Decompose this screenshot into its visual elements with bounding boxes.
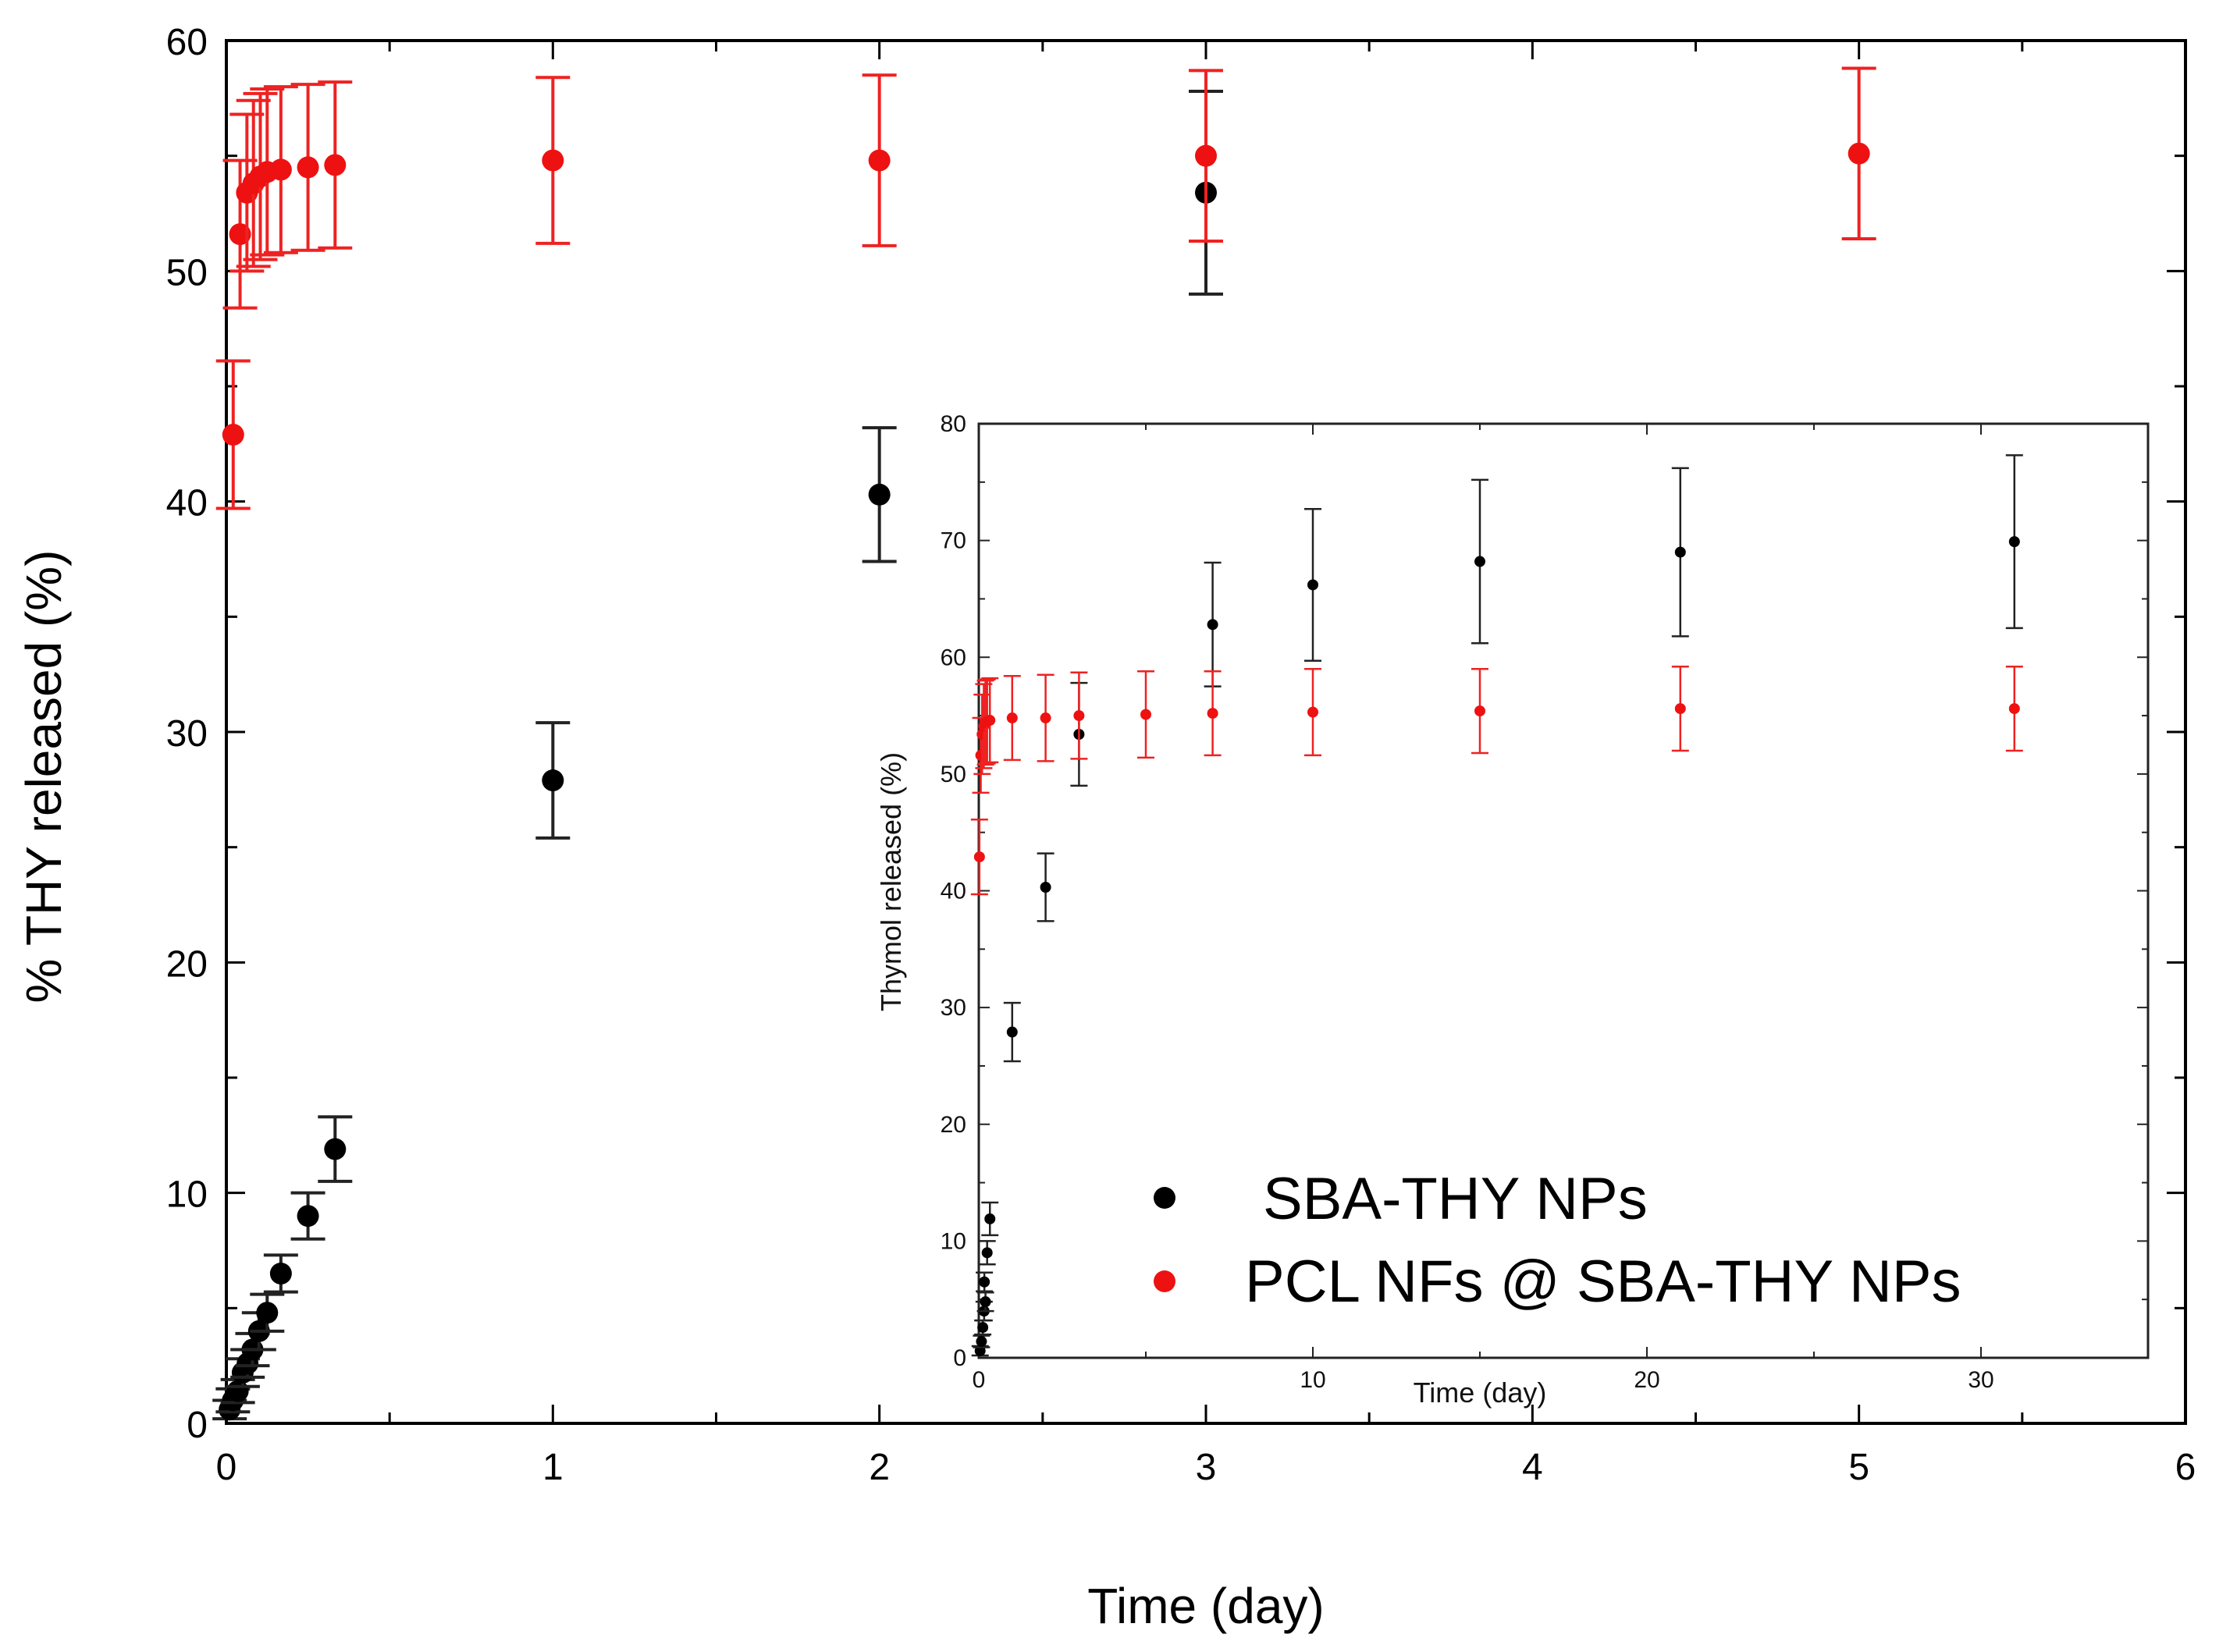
inset-data-point — [1040, 712, 1051, 724]
inset-xtick-label: 20 — [1634, 1367, 1659, 1393]
inset-data-point — [1006, 1026, 1018, 1038]
main-data-point — [868, 149, 891, 172]
legend-marker-sba — [1154, 1187, 1175, 1209]
inset-ytick-label: 20 — [941, 1112, 966, 1138]
inset-xtick-label: 10 — [1300, 1367, 1325, 1393]
main-xtick-label: 0 — [216, 1447, 237, 1488]
inset-data-point — [984, 1213, 996, 1224]
main-xtick-label: 4 — [1522, 1447, 1543, 1488]
main-xtick-label: 5 — [1848, 1447, 1869, 1488]
inset-data-point — [1674, 546, 1686, 558]
main-data-point — [226, 1380, 249, 1402]
main-data-point — [297, 1205, 319, 1227]
inset-ytick-label: 70 — [941, 528, 966, 554]
inset-data-point — [1307, 579, 1318, 591]
inset-data-point — [984, 715, 996, 727]
main-data-point — [324, 154, 347, 176]
main-xtick-label: 2 — [869, 1447, 890, 1488]
inset-x-axis-title: Time (day) — [1414, 1377, 1547, 1409]
inset-data-point — [1006, 712, 1018, 724]
inset-data-point — [1474, 705, 1485, 717]
inset-data-point — [981, 1247, 993, 1259]
main-data-point — [1195, 144, 1217, 167]
inset-y-axis-title: Thymol released (%) — [875, 752, 907, 1011]
inset-ytick-label: 30 — [941, 995, 966, 1021]
main-ytick-label: 0 — [187, 1405, 208, 1446]
main-xtick-label: 6 — [2175, 1447, 2196, 1488]
main-y-axis-title: % THY released (%) — [16, 550, 72, 1004]
inset-data-point — [980, 1296, 991, 1308]
main-series-1 — [215, 66, 1876, 510]
main-data-point — [868, 483, 891, 506]
main-series-0 — [212, 89, 1223, 1421]
main-ytick-label: 30 — [166, 713, 208, 755]
main-ytick-label: 50 — [166, 252, 208, 293]
main-data-point — [1848, 142, 1870, 165]
inset-data-point — [1207, 708, 1218, 719]
inset-series-1 — [970, 665, 2023, 896]
inset-data-point — [976, 1336, 987, 1348]
inset-data-point — [1307, 706, 1318, 718]
main-data-point — [269, 1263, 292, 1285]
inset-data-point — [1474, 556, 1485, 567]
inset-data-point — [973, 851, 985, 863]
inset-data-point — [2008, 703, 2020, 715]
inset-xtick-label: 0 — [973, 1367, 986, 1393]
main-data-point — [324, 1138, 347, 1160]
inset-series-0 — [971, 454, 2023, 1357]
main-ytick-label: 10 — [166, 1174, 208, 1216]
main-data-point — [269, 158, 292, 181]
inset-data-point — [977, 1322, 989, 1334]
inset-data-point — [1140, 709, 1151, 720]
main-data-point — [542, 769, 564, 792]
main-ytick-label: 20 — [166, 943, 208, 985]
main-data-point — [222, 424, 244, 446]
main-ytick-label: 40 — [166, 483, 208, 524]
legend: SBA-THY NPs PCL NFs @ SBA-THY NPs — [1154, 1166, 1961, 1315]
main-data-point — [297, 156, 319, 179]
legend-label-sba: SBA-THY NPs — [1263, 1166, 1648, 1232]
inset-ytick-label: 80 — [941, 411, 966, 437]
main-ytick-label: 60 — [166, 22, 208, 63]
legend-marker-pcl — [1154, 1270, 1175, 1292]
inset-chart: 0 10 20 30 0 10 20 30 40 50 60 70 80 Time (day) Thymol… — [875, 411, 2150, 1409]
inset-ytick-label: 40 — [941, 879, 966, 904]
inset-data-point — [1207, 619, 1218, 631]
main-xtick-label: 3 — [1196, 1447, 1217, 1488]
main-xtick-label: 1 — [542, 1447, 564, 1488]
main-data-point — [542, 149, 564, 172]
inset-data-point — [1040, 882, 1051, 894]
inset-ytick-label: 0 — [953, 1345, 966, 1371]
inset-ytick-label: 50 — [941, 762, 966, 787]
inset-data-point — [2008, 536, 2020, 548]
main-data-point — [256, 1302, 279, 1324]
inset-data-point — [1674, 703, 1686, 715]
legend-label-pcl: PCL NFs @ SBA-THY NPs — [1245, 1249, 1961, 1315]
inset-ytick-label: 60 — [941, 645, 966, 670]
inset-ytick-label: 10 — [941, 1228, 966, 1254]
main-x-axis-title: Time (day) — [1087, 1578, 1324, 1634]
inset-xtick-label: 30 — [1968, 1367, 1993, 1393]
inset-data-point — [979, 1276, 990, 1288]
inset-data-point — [1073, 710, 1085, 722]
